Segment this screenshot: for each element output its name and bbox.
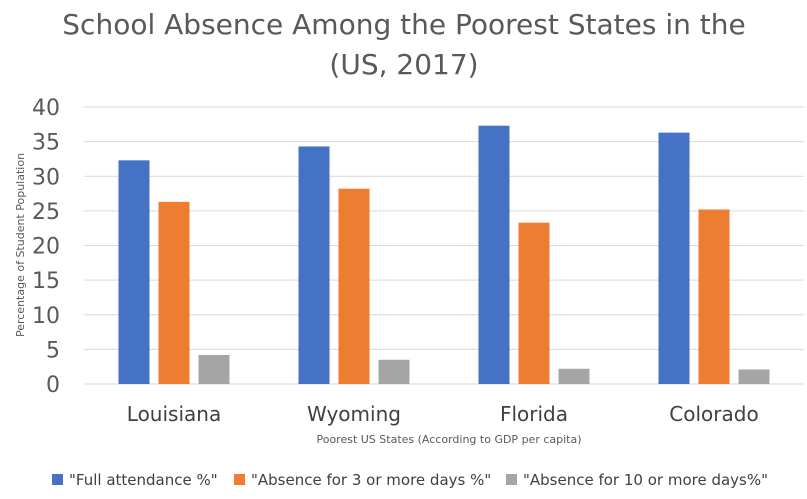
y-tick-label: 15 xyxy=(32,269,60,294)
bar-louisiana-series-3 xyxy=(198,354,230,384)
legend-label-1: "Full attendance %" xyxy=(69,471,218,489)
x-axis-ticks: Louisiana Wyoming Florida Colorado xyxy=(127,402,759,426)
x-tick-label-florida: Florida xyxy=(500,402,568,426)
y-tick-label: 35 xyxy=(32,131,60,156)
x-axis-label: Poorest US States (According to GDP per … xyxy=(316,433,581,446)
bar-florida-series-1 xyxy=(478,125,510,384)
y-tick-label: 20 xyxy=(32,235,60,260)
gridlines xyxy=(84,106,804,385)
y-tick-label: 25 xyxy=(32,200,60,225)
bar-louisiana-series-1 xyxy=(118,160,150,384)
y-tick-label: 30 xyxy=(32,165,60,190)
legend-swatch-1 xyxy=(52,474,63,485)
bar-florida-series-3 xyxy=(558,368,590,384)
bar-wyoming-series-1 xyxy=(298,146,330,384)
chart-title-line-2: (US, 2017) xyxy=(329,48,478,81)
bar-louisiana-series-2 xyxy=(158,201,190,384)
bar-wyoming-series-3 xyxy=(378,359,410,384)
bars xyxy=(118,125,770,384)
y-axis-label: Percentage of Student Population xyxy=(14,153,27,337)
y-tick-label: 40 xyxy=(32,96,60,121)
legend-swatch-2 xyxy=(234,474,245,485)
bar-florida-series-2 xyxy=(518,222,550,384)
y-axis-ticks: 0 5 10 15 20 25 30 35 40 xyxy=(32,96,60,398)
x-tick-label-wyoming: Wyoming xyxy=(307,402,401,426)
y-tick-label: 0 xyxy=(46,373,60,398)
chart-title-line-1: School Absence Among the Poorest States … xyxy=(62,8,745,41)
bar-colorado-series-2 xyxy=(698,209,730,384)
bar-colorado-series-1 xyxy=(658,132,690,384)
legend: "Full attendance %" "Absence for 3 or mor… xyxy=(52,471,768,489)
bar-colorado-series-3 xyxy=(738,369,770,384)
x-tick-label-louisiana: Louisiana xyxy=(127,402,221,426)
legend-label-3: "Absence for 10 or more days%" xyxy=(523,471,768,489)
y-tick-label: 10 xyxy=(32,304,60,329)
legend-swatch-3 xyxy=(506,474,517,485)
legend-label-2: "Absence for 3 or more days %" xyxy=(251,471,491,489)
bar-wyoming-series-2 xyxy=(338,188,370,384)
x-tick-label-colorado: Colorado xyxy=(669,402,758,426)
y-tick-label: 5 xyxy=(46,338,60,363)
